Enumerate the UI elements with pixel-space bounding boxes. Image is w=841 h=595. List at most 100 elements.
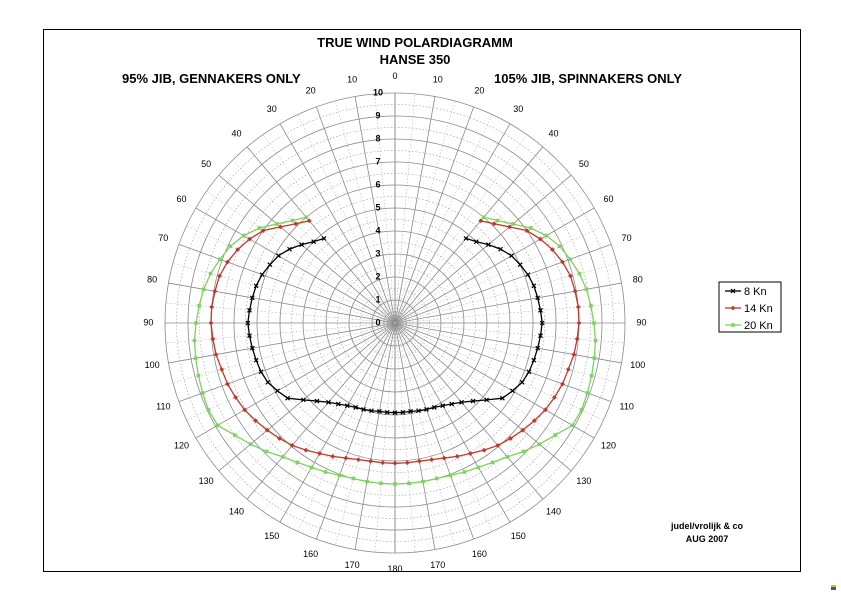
- data-point: [519, 379, 525, 385]
- corner-logo: [831, 585, 836, 590]
- data-point: [495, 218, 500, 223]
- grid-spoke: [394, 96, 436, 324]
- angle-tick-label: 60: [176, 194, 186, 204]
- chart-frame: [43, 29, 801, 572]
- angle-tick-label: 60: [604, 194, 614, 204]
- radial-tick-labels: 0 1 2 3 4 5 6 7 8 9 10: [373, 87, 383, 327]
- data-point: [257, 226, 262, 230]
- data-point: [579, 408, 584, 412]
- data-point: [535, 295, 541, 301]
- grid-spoke: [394, 322, 622, 364]
- data-point: [491, 221, 497, 227]
- data-point: [592, 356, 597, 360]
- data-point: [380, 460, 386, 466]
- data-point: [323, 470, 328, 474]
- data-point: [233, 394, 238, 400]
- data-point: [485, 242, 491, 248]
- grid-spoke: [394, 243, 612, 324]
- data-point: [241, 233, 246, 238]
- data-point: [249, 345, 255, 351]
- data-point: [201, 287, 206, 292]
- data-point: [481, 215, 486, 220]
- radial-tick-label: 2: [375, 271, 380, 281]
- grid-spoke: [218, 174, 396, 324]
- data-point: [576, 320, 582, 326]
- data-point: [309, 465, 314, 470]
- grid-spoke: [394, 174, 572, 324]
- data-point: [306, 218, 312, 224]
- angle-tick-label: 20: [306, 86, 316, 96]
- angle-tick-label: 50: [579, 159, 589, 169]
- data-point: [209, 304, 215, 310]
- data-point: [276, 253, 281, 259]
- data-point: [278, 224, 283, 230]
- radial-tick-label: 3: [375, 248, 380, 258]
- angle-tick-label: 140: [546, 506, 561, 516]
- chart-title: TRUE WIND POLARDIAGRAMM: [317, 35, 513, 50]
- angle-tick-label: 70: [622, 233, 632, 243]
- data-point: [248, 442, 253, 447]
- data-point: [290, 218, 295, 223]
- data-point: [249, 295, 255, 301]
- data-point: [265, 379, 271, 385]
- angle-tick-label: 50: [201, 159, 211, 169]
- data-point: [392, 460, 398, 466]
- data-point: [731, 323, 735, 327]
- data-point: [225, 259, 230, 265]
- data-point: [549, 247, 555, 253]
- grid-spoke: [246, 146, 396, 324]
- grid-spoke: [394, 322, 475, 540]
- data-point: [275, 388, 280, 394]
- legend-label: 14 Kn: [744, 303, 773, 315]
- data-point: [247, 333, 252, 339]
- data-point: [531, 283, 537, 289]
- angle-tick-label: 40: [232, 128, 242, 138]
- data-point: [219, 367, 225, 372]
- grid-spoke: [178, 243, 396, 324]
- data-point: [571, 352, 577, 357]
- grid-spoke: [315, 106, 396, 324]
- data-point: [507, 224, 512, 230]
- data-point: [553, 433, 557, 437]
- radial-tick-label: 8: [375, 133, 380, 143]
- data-point: [524, 228, 530, 234]
- data-point: [264, 449, 269, 454]
- data-point: [260, 228, 266, 234]
- radial-tick-label: 9: [375, 110, 380, 120]
- data-point: [424, 407, 429, 412]
- data-point: [535, 345, 541, 351]
- grid-spoke: [178, 322, 396, 403]
- data-point: [208, 320, 214, 326]
- data-point: [295, 460, 300, 465]
- grid-spoke: [394, 322, 595, 439]
- data-point: [495, 443, 501, 448]
- credit-line-1: judel/vrolijk & co: [670, 521, 744, 531]
- data-point: [510, 388, 515, 394]
- angle-tick-label: 100: [630, 360, 645, 370]
- grid-spoke: [394, 322, 612, 403]
- grid-spoke: [168, 322, 396, 364]
- data-point: [225, 381, 230, 387]
- data-point: [353, 404, 359, 410]
- angle-tick-label: 150: [264, 531, 279, 541]
- grid-spoke: [218, 322, 396, 472]
- angle-tick-label: 180: [387, 564, 402, 574]
- data-point: [434, 476, 439, 481]
- data-point: [593, 338, 598, 343]
- data-point: [589, 373, 594, 378]
- data-point: [300, 397, 306, 403]
- data-point: [509, 253, 514, 259]
- data-point: [505, 455, 510, 459]
- grid-spoke: [394, 282, 622, 324]
- data-point: [280, 455, 285, 459]
- data-point: [393, 482, 397, 486]
- data-point: [369, 408, 374, 414]
- data-point: [264, 427, 270, 433]
- data-point: [235, 247, 241, 253]
- data-point: [343, 455, 349, 461]
- data-point: [463, 236, 469, 241]
- data-point: [557, 244, 562, 249]
- data-point: [467, 451, 473, 456]
- data-point: [196, 373, 201, 378]
